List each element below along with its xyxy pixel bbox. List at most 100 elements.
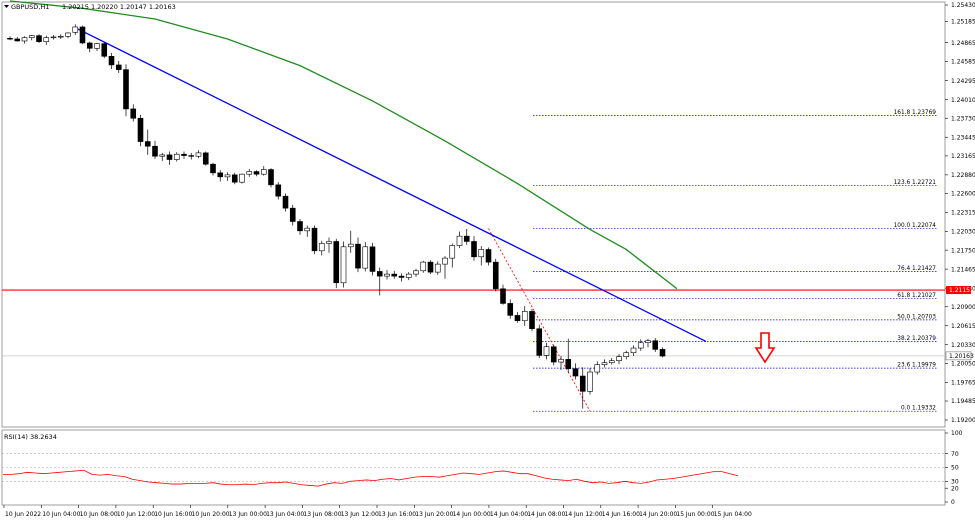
candle: [318, 240, 325, 256]
collapse-triangle-icon[interactable]: [4, 5, 9, 8]
candle-body-bull: [260, 169, 267, 175]
candle-body-bear: [289, 207, 296, 222]
price-tick-label: 1.22600: [951, 191, 975, 198]
rsi-title: RSI(14) 38.2634: [4, 433, 57, 441]
candle-body-bull: [456, 235, 463, 246]
candle: [601, 359, 608, 368]
price-tick-label: 1.20050: [951, 361, 975, 368]
time-tick-label: 10 Jun 08:00: [80, 511, 118, 518]
candle-body-bear: [536, 328, 543, 356]
fib-level-label: 38.2 1.20379: [897, 336, 936, 342]
candle-body-bear: [86, 42, 93, 49]
candle: [50, 34, 57, 40]
time-tick-label: 14 Jun 08:00: [527, 511, 565, 518]
price-tick-label: 1.24585: [951, 58, 975, 65]
fib-level-label: 123.6 1.22721: [894, 180, 937, 186]
candle-body-bear: [297, 221, 303, 232]
candle: [659, 347, 666, 358]
horizontal-levels: [2, 289, 945, 357]
candle-body-bear: [36, 35, 42, 42]
candle-body-bull: [645, 340, 651, 344]
candle: [500, 284, 506, 305]
level-price-box: [946, 286, 971, 295]
symbol-label: GBPUSD,H1: [11, 3, 49, 11]
candle: [543, 342, 550, 360]
candle: [492, 258, 499, 292]
candle: [550, 344, 557, 366]
candle: [275, 182, 282, 200]
candle-body-bear: [188, 155, 195, 157]
fib-level-label: 76.4 1.21427: [897, 266, 936, 272]
candle: [202, 151, 209, 166]
candle-body-bull: [43, 37, 50, 42]
price-tick-label: 1.19200: [951, 417, 975, 424]
current-price-label: 1.20163: [949, 353, 974, 360]
candle-body-bear: [652, 340, 659, 350]
rsi-tick-label: 0: [951, 499, 955, 506]
time-tick-label: 10 Jun 04:00: [42, 511, 80, 518]
candle: [427, 260, 434, 275]
candle-body-bull: [65, 32, 71, 37]
moving-average: [9, 0, 678, 290]
candle-body-bull: [159, 154, 166, 157]
candle-body-bear: [579, 375, 586, 392]
candle: [268, 168, 274, 188]
candle: [485, 247, 492, 266]
time-tick-label: 13 Jun 08:00: [303, 511, 341, 518]
candle-body-bear: [144, 141, 151, 147]
candle: [442, 256, 448, 279]
candle: [166, 151, 173, 165]
time-tick-label: 10 Jun 16:00: [154, 511, 192, 518]
price-axis: 1.25430 1.25185 1.24865 1.24585 1.24295 1.240…: [945, 2, 975, 424]
candle: [36, 34, 42, 43]
candle: [579, 367, 586, 409]
candle-body-bull: [405, 273, 412, 278]
time-tick-label: 10 Jun 20:00: [192, 511, 230, 518]
candle-body-bear: [529, 311, 535, 330]
candle-body-bear: [492, 261, 499, 290]
candle-body-bear: [565, 359, 572, 370]
price-tick-label: 1.20615: [951, 323, 975, 330]
price-tick-label: 1.21750: [951, 247, 975, 254]
price-tick-label: 1.24865: [951, 40, 975, 47]
candle-body-bull: [601, 362, 608, 366]
candle-body-bear: [369, 246, 376, 272]
candle-body-bear: [166, 154, 173, 160]
candle: [224, 172, 231, 181]
time-tick-label: 13 Jun 12:00: [341, 511, 379, 518]
candle: [188, 152, 195, 160]
candle-body-bear: [115, 64, 122, 70]
candle: [645, 338, 651, 348]
candle-body-bear: [202, 152, 209, 165]
time-tick-label: 10 Jun 2022: [5, 511, 41, 518]
candle: [282, 193, 289, 212]
candle: [304, 225, 311, 237]
candle-body-bear: [14, 38, 21, 42]
candle-body-bear: [572, 368, 579, 377]
candle-body-bull: [21, 37, 28, 42]
down-arrow-icon: [754, 332, 776, 364]
rsi-tick-label: 30: [951, 479, 959, 486]
candle-body-bear: [231, 174, 238, 183]
candle-body-bear: [550, 346, 557, 363]
time-tick-label: 14 Jun 16:00: [602, 511, 640, 518]
candle-body-bull: [521, 311, 528, 322]
candle: [297, 218, 303, 235]
candle-body-bear: [253, 171, 260, 175]
candle: [529, 308, 535, 332]
candle-body-bull: [72, 26, 79, 33]
trendline-line: [74, 27, 707, 342]
fib-anchor-line: [488, 228, 591, 412]
candle-body-bear: [311, 227, 318, 252]
price-tick-label: 1.23165: [951, 153, 975, 160]
time-tick-label: 15 Jun 04:00: [714, 511, 752, 518]
candle: [72, 24, 79, 35]
candle-body-bear: [217, 172, 224, 178]
candle: [123, 64, 129, 117]
candle: [65, 32, 71, 39]
candle-body-bull: [637, 342, 644, 349]
candle: [413, 268, 419, 277]
candle-body-bull: [326, 241, 332, 244]
candle-body-bear: [391, 273, 398, 277]
